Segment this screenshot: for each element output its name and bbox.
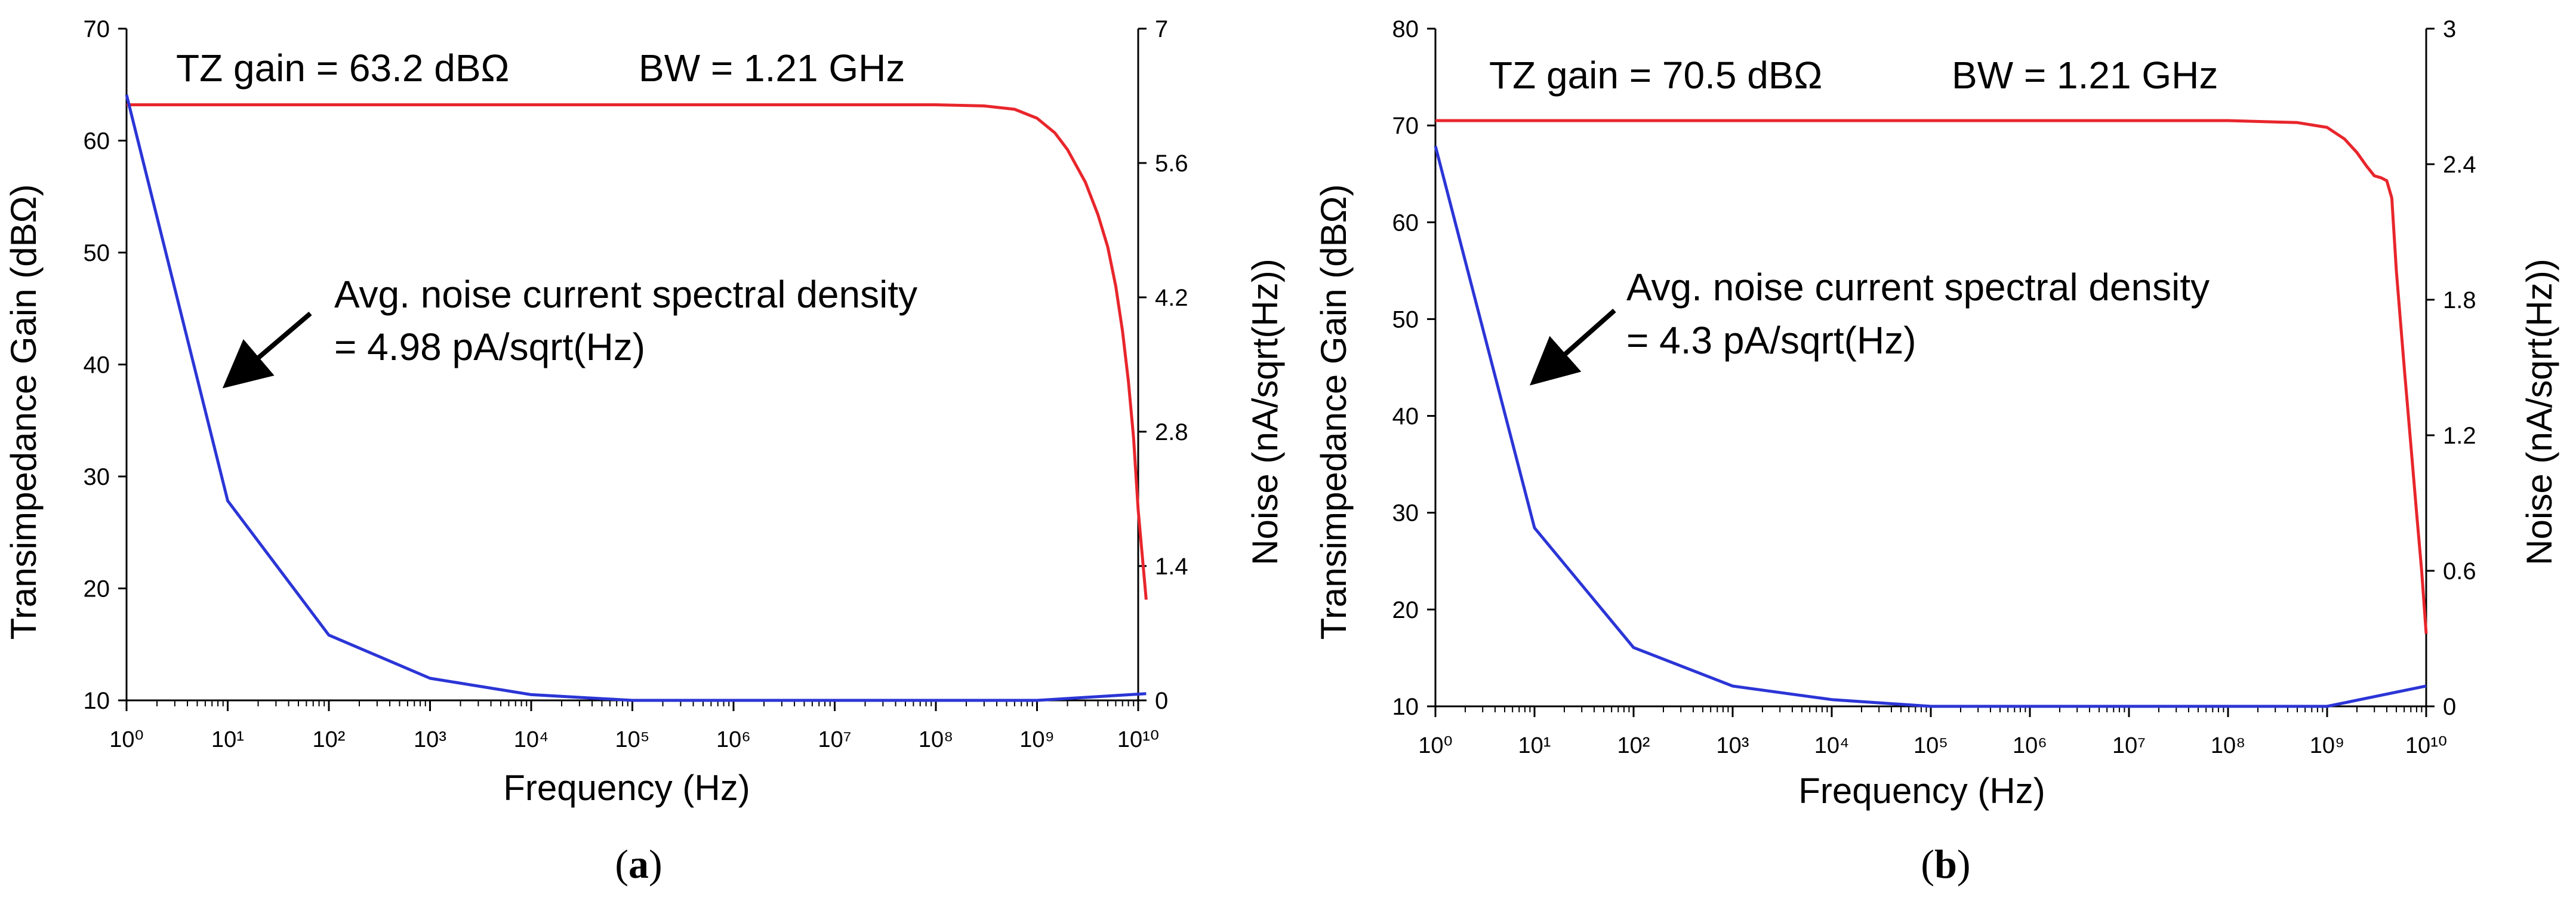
y2-tick-label: 0 (2443, 694, 2456, 720)
y-tick-label: 40 (1392, 404, 1419, 430)
x-tick-label: 10⁶ (716, 727, 751, 752)
y2-tick-label: 7 (1155, 16, 1168, 42)
x-tick-label: 10² (313, 727, 346, 752)
noise-series-line (125, 94, 1147, 702)
y2-tick-label: 5.6 (1155, 150, 1188, 177)
x-tick-label: 10⁹ (1019, 727, 1055, 752)
noise-annotation-line2: = 4.98 pA/sqrt(Hz) (334, 325, 645, 368)
gain-series-line (127, 103, 1148, 600)
y2-tick-label: 3 (2443, 16, 2456, 42)
annotation-arrow (1530, 309, 1616, 386)
panel-letter: a (628, 841, 649, 887)
x-tick-label: 10⁷ (818, 727, 851, 752)
x-tick-label: 10⁵ (615, 727, 649, 752)
y2-tick-label: 2.4 (2443, 152, 2476, 178)
y-axis-label: Transimpedance Gain (dBΩ) (4, 184, 44, 640)
y-tick-label: 70 (84, 16, 110, 42)
x-tick-label: 10⁸ (2211, 733, 2245, 758)
x-tick-label: 10¹⁰ (1117, 727, 1159, 752)
x-tick-label: 10⁴ (514, 727, 549, 752)
noise-series-line (1434, 146, 2427, 708)
y2-tick-label: 1.4 (1155, 553, 1188, 580)
y-tick-label: 80 (1392, 16, 1419, 42)
y2-tick-label: 2.8 (1155, 419, 1188, 445)
y2-axis-label: Noise (nA/sqrt(Hz)) (1245, 259, 1285, 565)
panel-label-b: (b) (1921, 841, 1970, 887)
y-tick-label: 60 (84, 128, 110, 155)
noise-annotation-line2: = 4.3 pA/sqrt(Hz) (1626, 319, 1916, 362)
y2-tick-label: 4.2 (1155, 285, 1188, 311)
x-tick-label: 10⁹ (2310, 733, 2345, 758)
y2-axis-label: Noise (nA/sqrt(Hz)) (2519, 259, 2559, 565)
y2-tick-label: 0.6 (2443, 558, 2476, 585)
x-tick-label: 10⁷ (2112, 733, 2146, 758)
x-tick-label: 10⁰ (109, 727, 144, 752)
y-tick-label: 60 (1392, 210, 1419, 236)
x-tick-label: 10⁴ (1814, 733, 1850, 758)
panel-b: 10 20 30 40 50 60 70 80 0 0.6 1.2 1.8 2.4 3 10⁰ 10¹ 10² 1… (1314, 16, 2559, 887)
y-tick-label: 30 (84, 464, 110, 490)
x-tick-label: 10³ (1717, 733, 1749, 758)
bw-annotation: BW = 1.21 GHz (639, 47, 905, 90)
annotation-arrow (222, 311, 312, 389)
x-tick-label: 10¹ (1518, 733, 1551, 758)
axes-b: 10 20 30 40 50 60 70 80 0 0.6 1.2 1.8 2.4 3 10⁰ 10¹ 10² 1… (1392, 16, 2476, 758)
x-tick-label: 10¹⁰ (2405, 733, 2447, 758)
y-tick-label: 50 (84, 240, 110, 266)
y-tick-label: 40 (84, 352, 110, 379)
gain-annotation: TZ gain = 70.5 dBΩ (1489, 54, 1822, 97)
noise-annotation-line1: Avg. noise current spectral density (1626, 266, 2210, 309)
y-tick-label: 70 (1392, 113, 1419, 139)
x-axis-label: Frequency (Hz) (503, 768, 750, 808)
y2-tick-label: 1.2 (2443, 423, 2476, 449)
x-tick-label: 10⁵ (1913, 733, 1948, 758)
y2-tick-label: 0 (1155, 688, 1168, 714)
panel-a: 10 20 30 40 50 60 70 0 1.4 2.8 4.2 5.6 7 10⁰ 10¹ 10² 10³… (4, 16, 1285, 887)
y-axis-label: Transimpedance Gain (dBΩ) (1314, 184, 1354, 640)
x-tick-label: 10¹ (211, 727, 244, 752)
series-b (1434, 119, 2428, 708)
y2-tick-label: 1.8 (2443, 287, 2476, 313)
axes-a: 10 20 30 40 50 60 70 0 1.4 2.8 4.2 5.6 7 10⁰ 10¹ 10² 10³… (84, 16, 1188, 752)
y-tick-label: 10 (1392, 694, 1419, 720)
y-tick-label: 10 (84, 688, 110, 714)
bw-annotation: BW = 1.21 GHz (1952, 54, 2218, 97)
x-tick-label: 10³ (414, 727, 446, 752)
x-tick-label: 10² (1617, 733, 1650, 758)
x-tick-label: 10⁸ (919, 727, 953, 752)
x-tick-label: 10⁶ (2013, 733, 2047, 758)
panel-letter: b (1934, 841, 1957, 887)
gain-series-line (1435, 119, 2428, 634)
series-a (125, 94, 1148, 702)
y-tick-label: 20 (84, 576, 110, 602)
y-tick-label: 30 (1392, 500, 1419, 527)
gain-annotation: TZ gain = 63.2 dBΩ (176, 47, 509, 90)
panel-label-a: (a) (615, 841, 662, 887)
x-tick-label: 10⁰ (1418, 733, 1453, 758)
y-tick-label: 50 (1392, 306, 1419, 333)
y-tick-label: 20 (1392, 597, 1419, 623)
noise-annotation-line1: Avg. noise current spectral density (334, 273, 917, 316)
x-axis-label: Frequency (Hz) (1798, 771, 2045, 811)
